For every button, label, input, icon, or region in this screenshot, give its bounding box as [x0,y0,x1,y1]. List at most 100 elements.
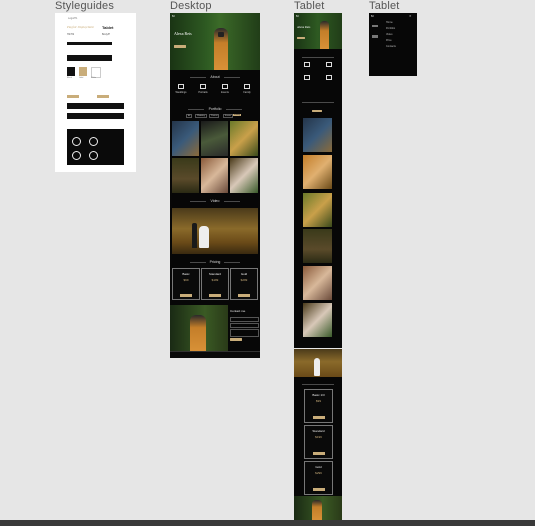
tablet-gallery-photo-5[interactable] [303,266,332,300]
frame-title-styleguides[interactable]: Styleguides [55,0,115,12]
desktop-gallery-photo-2[interactable] [201,121,228,156]
styleguide-swatch-black [67,67,75,76]
tablet-gallery-photo-1[interactable] [303,118,332,152]
styleguide-circle-icon-2 [89,137,98,146]
tablet-contact-person [312,500,322,520]
desktop-video-line-left [190,201,206,202]
desktop-contact-field-3[interactable] [230,329,259,337]
tablet-service-4 [318,75,340,82]
desktop-filter-family[interactable]: Family [233,114,241,116]
desktop-pricing-line-left [190,262,206,263]
pricing-card-button[interactable] [180,294,192,297]
tablet-menu-item-video[interactable]: Video [386,33,393,36]
styleguide-button-sample-2 [97,95,109,98]
tablet-pricing-line [302,384,334,385]
desktop-logo[interactable]: M [172,14,175,18]
tablet-video-bride [314,358,320,376]
desktop-gallery-photo-1[interactable] [172,121,199,156]
tablet-contact-photo [294,496,342,520]
desktop-contact-field-2[interactable] [230,323,259,328]
styleguide-black-bar-2 [67,55,112,61]
close-icon[interactable]: ✕ [409,14,412,18]
desktop-service-portraits: Portraits [194,84,212,94]
pricing-card-title: Basic [182,272,190,276]
desktop-gallery-photo-5[interactable] [201,158,228,193]
styleguide-swatch-gold [79,67,87,76]
tablet-service-2 [318,62,340,69]
tablet-menu-accent-1 [372,25,378,27]
styleguide-board[interactable]: Logo/H1 Playfair Display/Italic Tablet H… [55,13,136,172]
tablet-board[interactable]: M Alexa Reis [294,13,342,348]
desktop-contact-person [190,315,206,351]
desktop-gallery-photo-6[interactable] [230,158,258,193]
pricing-card-button[interactable] [209,294,221,297]
tablet-filter-active[interactable] [312,110,322,112]
desktop-gallery-photo-3[interactable] [230,121,258,156]
pricing-card-button[interactable] [238,294,250,297]
portrait-icon [326,62,332,67]
tablet-gallery-photo-4[interactable] [303,229,332,263]
desktop-portfolio-line-left [188,109,204,110]
tablet-menu-board[interactable]: M ✕ Home Portfolio Video Price Contacts [369,13,417,76]
tablet-menu-item-price[interactable]: Price [386,39,392,42]
styleguide-swatch-caption-gold: Gold [79,77,84,79]
desktop-gallery-photo-4[interactable] [172,158,199,193]
styleguide-swatch-white [91,67,101,78]
desktop-portfolio-title: Portfolio [208,107,222,111]
desktop-pricing-title: Pricing [209,260,221,264]
pricing-card-button[interactable] [312,416,325,419]
styleguide-button-sample-1 [67,95,79,98]
desktop-contact-field-1[interactable] [230,317,259,322]
pricing-card-price: $199 [315,435,322,439]
pricing-card-button[interactable] [312,488,325,491]
desktop-about-line-left [190,77,206,78]
desktop-video-groom [192,223,197,248]
image-icon [222,84,228,89]
image-icon [304,75,310,80]
tablet-board-lower[interactable]: Basic 1/3 $99 Standard $199 Gold $299 [294,349,342,520]
desktop-video-bride [199,226,209,248]
styleguide-font-label: Tablet [102,25,114,30]
desktop-about-title: About [210,75,220,79]
styleguide-circle-icon-3 [72,151,81,160]
desktop-filter-all[interactable]: All [186,114,193,118]
tablet-hero-button[interactable] [297,37,305,39]
tablet-video-player[interactable] [294,349,342,377]
desktop-pricing-card-standard: Standard $199 [201,268,229,300]
tablet-gallery-photo-2[interactable] [303,155,332,189]
desktop-video-title: Video [210,199,220,203]
desktop-filter-portrait[interactable]: Portrait [209,114,220,118]
desktop-video-player[interactable] [172,208,258,254]
tablet-about-line [302,57,334,58]
tablet-gallery-photo-3[interactable] [303,193,332,227]
tablet-pricing-card-gold: Gold $299 [304,461,333,495]
pricing-card-button[interactable] [312,452,325,455]
desktop-contact-submit-button[interactable] [230,338,242,341]
desktop-filter-bar: All Wedding Portrait Events Family [186,114,244,118]
desktop-hero-button[interactable] [174,45,186,48]
desktop-hero-title: Alexa Reis [174,31,192,36]
tablet-gallery-photo-6[interactable] [303,303,332,337]
desktop-board[interactable]: M Alexa Reis About Weddings Portraits Ev… [170,13,260,358]
desktop-pricing-card-basic: Basic $99 [172,268,200,300]
desktop-filter-events[interactable]: Events [223,114,234,118]
pricing-card-title: Standard [208,272,222,276]
tablet-menu-accent-2 [372,35,378,38]
frame-title-tablet-2[interactable]: Tablet [369,0,400,12]
desktop-service-label: Portraits [198,91,208,94]
desktop-filter-wedding[interactable]: Wedding [195,114,207,118]
pricing-card-title: Gold [315,465,322,469]
frame-title-tablet-1[interactable]: Tablet [294,0,325,12]
frame-title-desktop[interactable]: Desktop [170,0,212,12]
editor-bottom-bar [0,520,535,526]
tablet-menu-logo[interactable]: M [371,14,374,18]
tablet-menu-item-home[interactable]: Home [386,21,393,24]
tablet-menu-item-contacts[interactable]: Contacts [386,45,396,48]
styleguide-dark-bar-2 [67,113,124,119]
desktop-about-line-right [224,77,240,78]
tablet-service-1 [296,62,318,69]
tablet-service-3 [296,75,318,82]
tablet-menu-item-portfolio[interactable]: Portfolio [386,27,396,30]
desktop-hero-camera [218,32,224,37]
tablet-logo[interactable]: M [296,14,299,18]
